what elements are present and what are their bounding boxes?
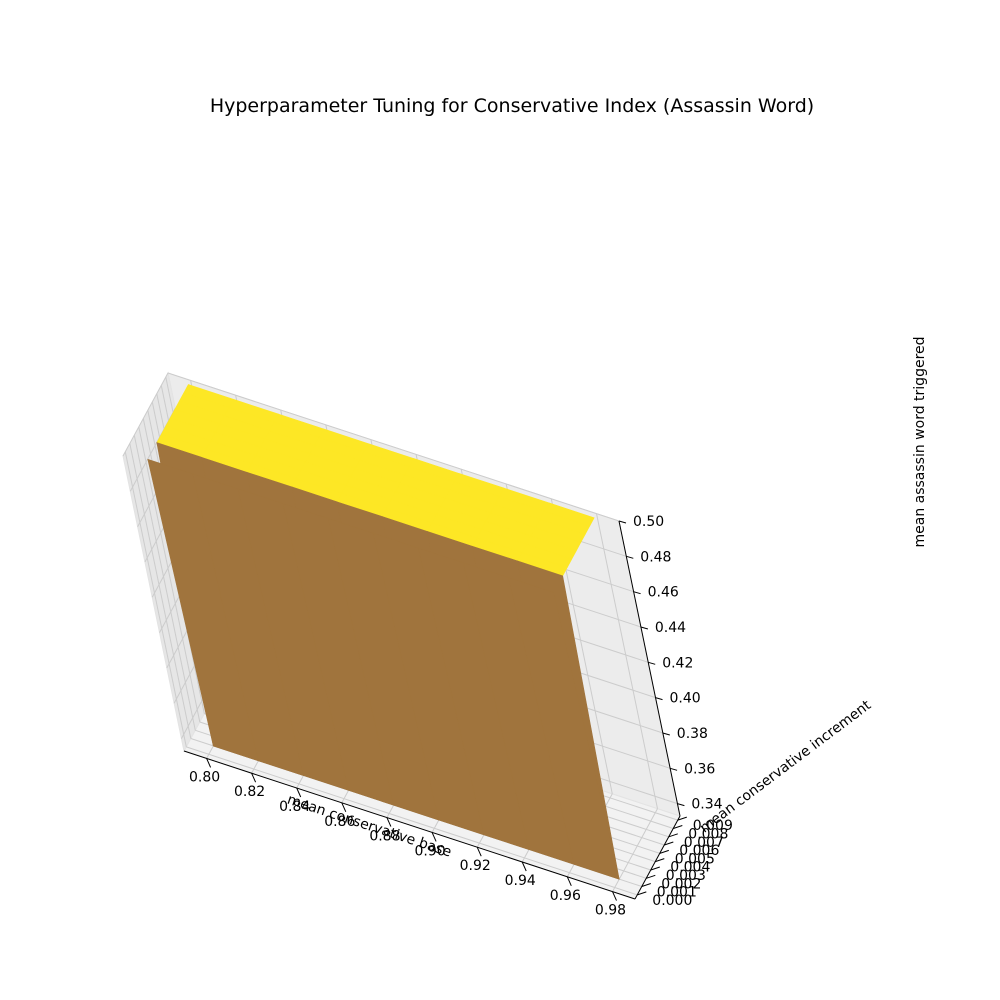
z-tick-mark <box>618 520 627 524</box>
z-tick-mark <box>662 732 670 736</box>
x-tick-label: 0.90 <box>415 843 446 859</box>
z-tick-mark <box>669 767 678 771</box>
y-tick-mark <box>650 866 660 871</box>
y-tick-label: 0.006 <box>679 843 719 859</box>
x-tick-label: 0.98 <box>595 903 626 919</box>
x-axis-line <box>183 750 636 900</box>
y-tick-label: 0.007 <box>684 835 724 851</box>
surface-patch <box>508 577 620 880</box>
gridline-y-side <box>124 451 187 748</box>
y-tick-label: 0.003 <box>666 868 706 884</box>
z-tick-label: 0.40 <box>670 691 701 707</box>
gridline-x-floor <box>612 808 658 892</box>
y-axis-label: mean conservative increment <box>697 697 874 836</box>
gridline-z-side <box>122 372 169 457</box>
y-tick-label: 0.008 <box>688 827 728 843</box>
y-tick-label: 0.004 <box>670 860 710 876</box>
z-tick-label: 0.42 <box>662 655 693 671</box>
z-tick-label: 0.44 <box>655 620 686 636</box>
z-tick-label: 0.34 <box>691 797 722 813</box>
x-tick-label: 0.82 <box>234 784 265 800</box>
y-tick-mark <box>668 833 678 838</box>
x-tick-label: 0.94 <box>505 873 536 889</box>
gridline-y-side <box>138 426 201 723</box>
gridline-z-back <box>167 372 620 522</box>
z-tick-mark <box>633 591 641 595</box>
y-tick-mark <box>641 883 651 887</box>
x-tick-label: 0.84 <box>279 799 310 815</box>
y-tick-label: 0.005 <box>675 851 715 867</box>
z-tick-label: 0.46 <box>648 585 679 601</box>
y-tick-mark <box>646 874 656 879</box>
z-tick-mark <box>648 661 656 665</box>
y-tick-mark <box>673 825 683 829</box>
gridline-y-side <box>129 443 192 739</box>
y-tick-mark <box>637 891 647 896</box>
y-axis-line <box>634 815 681 900</box>
z-tick-label: 0.50 <box>633 514 664 530</box>
x-tick-mark <box>612 891 617 901</box>
x-tick-label: 0.96 <box>550 888 581 904</box>
y-tick-mark <box>659 849 669 854</box>
y-tick-mark <box>664 841 674 846</box>
x-tick-mark <box>521 861 527 872</box>
z-axis-label: mean assassin word triggered <box>912 336 928 547</box>
gridline-y-side <box>133 435 196 731</box>
x-tick-mark <box>206 758 212 768</box>
z-tick-mark <box>655 697 663 701</box>
y-tick-label: 0.002 <box>661 876 701 892</box>
x-tick-mark <box>296 787 302 798</box>
gridline-x-back <box>596 513 658 809</box>
y-tick-label: 0.009 <box>693 818 733 834</box>
z-tick-mark <box>626 555 634 559</box>
y-tick-label: 0.001 <box>657 885 697 901</box>
x-tick-label: 0.88 <box>369 829 400 845</box>
z-tick-mark <box>640 626 649 630</box>
x-tick-label: 0.92 <box>460 858 491 874</box>
x-tick-mark <box>566 876 572 887</box>
gridline-y-floor <box>186 746 638 896</box>
z-tick-label: 0.38 <box>677 726 708 742</box>
y-tick-mark <box>677 816 687 821</box>
z-axis-line <box>618 520 681 817</box>
z-tick-label: 0.36 <box>684 761 715 777</box>
z-tick-mark <box>677 803 685 807</box>
x-tick-mark <box>431 832 437 842</box>
x-tick-label: 0.80 <box>189 769 220 785</box>
chart-title: Hyperparameter Tuning for Conservative I… <box>210 95 814 117</box>
x-tick-label: 0.86 <box>324 814 355 830</box>
y-tick-label: 0.000 <box>652 893 692 909</box>
x-tick-mark <box>251 772 257 783</box>
surface <box>147 384 620 880</box>
y-tick-mark <box>655 858 665 863</box>
x-tick-mark <box>341 802 347 813</box>
axes: 0.80 0.82 0.84 0.86 0.88 0.90 0.92 0.94 0.96 0.98… <box>183 514 733 919</box>
z-tick-label: 0.48 <box>640 549 671 565</box>
x-tick-mark <box>386 817 392 827</box>
x-tick-mark <box>476 846 482 857</box>
